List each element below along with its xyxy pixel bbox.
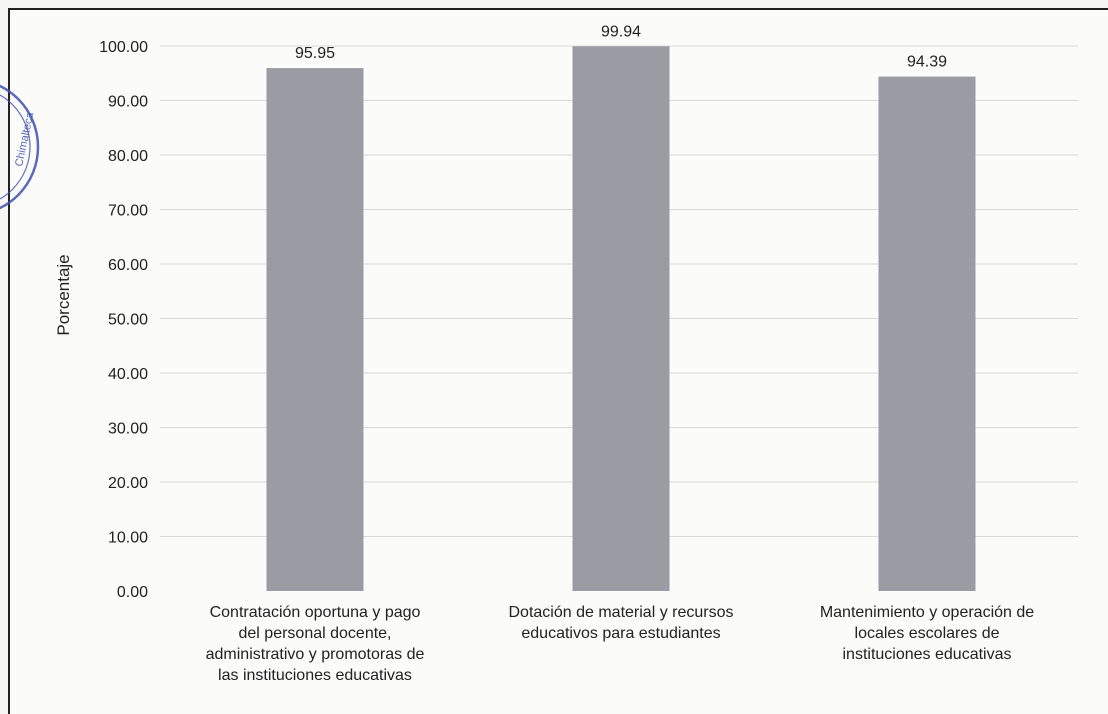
x-category-line: educativos para estudiantes <box>521 625 720 642</box>
y-tick-label: 20.00 <box>108 475 148 492</box>
y-axis-label: Porcentaje <box>54 254 73 335</box>
y-tick-label: 0.00 <box>117 584 148 601</box>
x-category-label: Dotación de material y recursos educativo… <box>509 604 734 642</box>
y-tick-label: 100.00 <box>99 39 148 56</box>
y-axis-ticks: 0.00 10.00 20.00 30.00 40.00 50.00 60.00 70.00 8… <box>99 39 148 601</box>
y-tick-label: 50.00 <box>108 312 148 329</box>
bar <box>572 46 670 591</box>
y-tick-label: 80.00 <box>108 148 148 165</box>
x-category-line: instituciones educativas <box>843 646 1012 663</box>
y-tick-label: 40.00 <box>108 366 148 383</box>
x-category-label: Mantenimiento y operación de locales esco… <box>820 604 1034 663</box>
y-tick-label: 60.00 <box>108 257 148 274</box>
y-tick-label: 70.00 <box>108 203 148 220</box>
value-labels: 95.95 99.94 94.39 <box>295 23 947 70</box>
x-category-line: del personal docente, <box>239 625 392 642</box>
x-axis-categories: Contratación oportuna y pago del personal… <box>206 604 1035 684</box>
bar-value-label: 94.39 <box>907 54 947 71</box>
x-category-line: locales escolares de <box>855 625 1000 642</box>
y-tick-label: 30.00 <box>108 421 148 438</box>
bar <box>878 76 976 591</box>
bar-value-label: 99.94 <box>601 23 641 40</box>
bar-value-label: 95.95 <box>295 45 335 62</box>
stamp-seal: Chimalteca <box>0 84 40 210</box>
x-category-line: las instituciones educativas <box>218 667 412 684</box>
x-category-label: Contratación oportuna y pago del personal… <box>206 604 425 684</box>
y-tick-label: 90.00 <box>108 94 148 111</box>
x-category-line: Contratación oportuna y pago <box>210 604 421 621</box>
x-category-line: administrativo y promotoras de <box>206 646 425 663</box>
bars <box>266 46 976 591</box>
x-category-line: Mantenimiento y operación de <box>820 604 1034 621</box>
x-category-line: Dotación de material y recursos <box>509 604 734 621</box>
y-tick-label: 10.00 <box>108 530 148 547</box>
bar <box>266 68 364 591</box>
